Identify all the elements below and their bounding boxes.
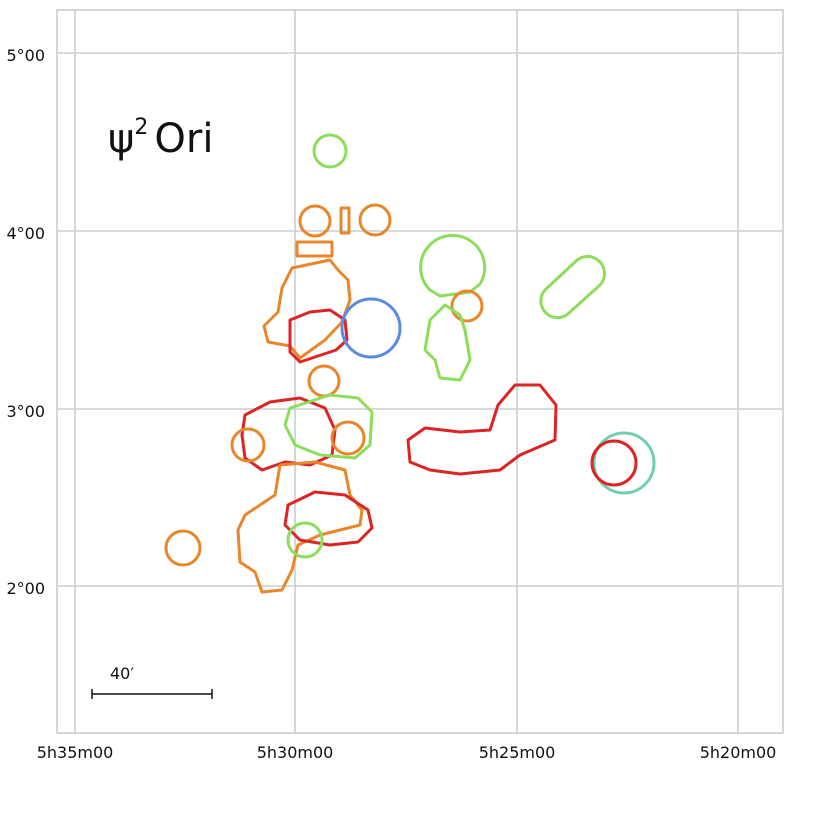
contour [340, 297, 402, 359]
contour [262, 258, 352, 360]
contour [164, 529, 202, 567]
y-labels: 5°00 4°00 3°00 2°00 [6, 46, 45, 598]
x-tick-label: 5h25m00 [479, 743, 556, 762]
contour [283, 490, 374, 547]
title: ψ2 Ori [108, 115, 213, 162]
contour [339, 206, 351, 235]
contour [240, 396, 337, 472]
x-labels: 5h35m00 5h30m00 5h25m00 5h20m00 [37, 743, 777, 762]
contour [283, 393, 374, 460]
x-tick-label: 5h30m00 [257, 743, 334, 762]
contour [307, 364, 341, 398]
contour [590, 439, 638, 487]
contour [230, 427, 266, 463]
contour [592, 431, 656, 495]
scale-bar: 40′ [91, 664, 213, 699]
contour [236, 460, 364, 594]
contour [358, 203, 392, 237]
contour [423, 303, 472, 382]
frame [56, 9, 784, 734]
contour [295, 240, 334, 258]
x-tick-label: 5h20m00 [700, 743, 777, 762]
contour [450, 289, 484, 323]
y-tick-label: 2°00 [6, 579, 45, 598]
y-tick-label: 3°00 [6, 402, 45, 421]
contour [288, 308, 349, 364]
y-tick-label: 5°00 [6, 46, 45, 65]
contour [298, 204, 332, 238]
title-name: Ori [154, 116, 213, 162]
contour [539, 255, 606, 320]
contour [312, 133, 348, 169]
contour [419, 233, 487, 298]
contour [286, 521, 324, 559]
scale-label: 40′ [110, 664, 134, 683]
title-superscript: 2 [134, 115, 148, 140]
title-symbol: ψ [108, 116, 134, 162]
y-tick-label: 4°00 [6, 224, 45, 243]
x-tick-label: 5h35m00 [37, 743, 114, 762]
contours [164, 133, 656, 594]
grid [56, 9, 784, 734]
contour [330, 420, 366, 456]
contour [406, 383, 558, 476]
